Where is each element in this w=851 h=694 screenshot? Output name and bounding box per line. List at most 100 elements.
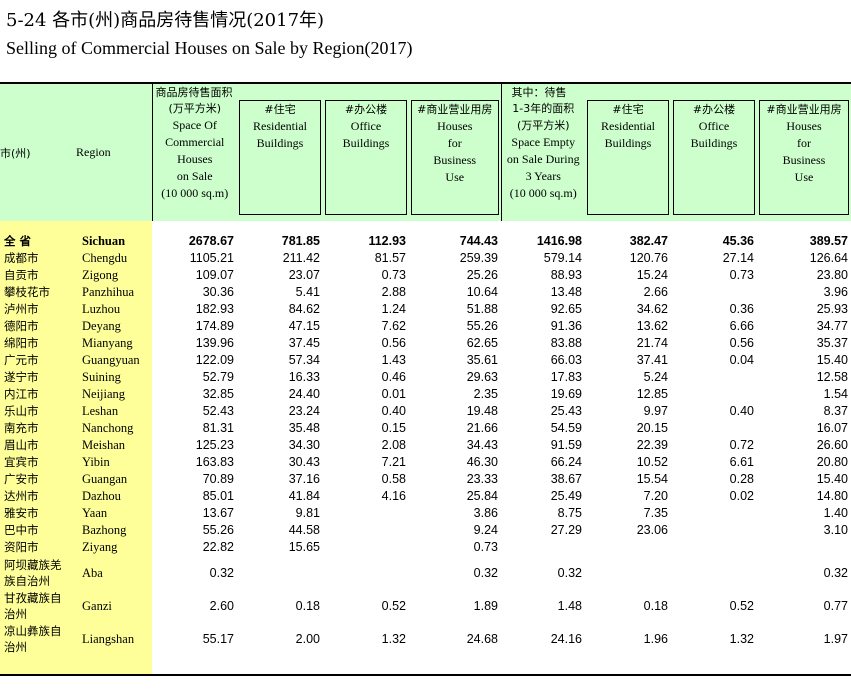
cell-city: 凉山彝族自治州	[0, 622, 76, 655]
header-label-box: #住宅 Residential Buildings	[239, 100, 321, 215]
table-row: 资阳市 Ziyang 22.82 15.65 0.73	[0, 539, 851, 556]
cell-city: 阿坝藏族羌族自治州	[0, 556, 76, 589]
table-row: 遂宁市 Suining 52.79 16.33 0.46 29.63 17.83 5.24 12…	[0, 369, 851, 386]
header-label-line: (万平方米)	[168, 102, 222, 115]
cell-region: Deyang	[76, 318, 152, 335]
cell-value: 24.16	[550, 631, 582, 646]
cell-value: 37.45	[288, 336, 320, 350]
cell-value: 66.24	[550, 455, 582, 469]
cell-value: 34.62	[636, 302, 668, 316]
cell-value: 27.14	[722, 251, 754, 265]
table-row: 泸州市 Luzhou 182.93 84.62 1.24 51.88 92.65 34.62 0…	[0, 301, 851, 318]
cell-value: 23.06	[636, 523, 668, 537]
header-label-line: Houses	[177, 152, 213, 166]
cell-value: 22.39	[636, 438, 668, 452]
cell-value: 22.82	[202, 540, 234, 554]
header-label-box: 1-3年的面积 (万平方米) Space Empty on Sale During 3 …	[502, 100, 586, 215]
cell-value: 0.36	[729, 302, 754, 316]
cell-value: 13.67	[202, 506, 234, 520]
header-label-line: Business	[782, 153, 826, 167]
cell-value: 0.73	[381, 268, 406, 282]
header-label-box: #办公楼 Office Buildings	[673, 100, 755, 215]
spacer-row	[0, 221, 851, 233]
cell-value: 1105.21	[189, 251, 234, 265]
cell-value: 3.86	[473, 506, 498, 520]
cell-region: Sichuan	[76, 233, 152, 250]
cell-value: 0.52	[381, 598, 406, 613]
cell-value: 2.08	[381, 438, 406, 452]
cell-value: 781.85	[281, 234, 320, 248]
header-label-box: #办公楼 Office Buildings	[325, 100, 407, 215]
cell-value: 88.93	[550, 268, 582, 282]
cell-value: 1.32	[381, 631, 406, 646]
cell-value: 14.80	[816, 489, 848, 503]
cell-value: 0.28	[729, 472, 754, 486]
table-row: 眉山市 Meishan 125.23 34.30 2.08 34.43 91.59 22.39…	[0, 437, 851, 454]
cell-city: 泸州市	[0, 301, 76, 318]
cell-value: 0.72	[729, 438, 754, 452]
header-col-business: #商业营业用房 Houses for Business Use	[409, 100, 501, 221]
cell-value: 0.40	[381, 404, 406, 418]
cell-value: 1.97	[823, 631, 848, 646]
cell-city: 巴中市	[0, 522, 76, 539]
cell-value: 55.26	[202, 523, 234, 537]
cell-value: 9.97	[643, 404, 668, 418]
cell-value: 15.40	[816, 353, 848, 367]
cell-value	[671, 420, 757, 437]
header-col-empty-office: #办公楼 Office Buildings	[671, 100, 757, 221]
cell-value: 0.77	[823, 598, 848, 613]
cell-value: 2.00	[295, 631, 320, 646]
cell-region: Neijiang	[76, 386, 152, 403]
cell-city: 眉山市	[0, 437, 76, 454]
cell-value: 26.60	[816, 438, 848, 452]
header-region: Region	[76, 83, 152, 221]
cell-value: 23.80	[816, 268, 848, 282]
cell-value: 120.76	[629, 251, 668, 265]
cell-value: 13.62	[636, 319, 668, 333]
header-label-line: Buildings	[690, 136, 738, 150]
cell-value: 17.83	[550, 370, 582, 384]
cell-value: 0.56	[381, 336, 406, 350]
cell-value: 126.64	[809, 251, 848, 265]
header-label-box: #商业营业用房 Houses for Business Use	[411, 100, 499, 215]
cell-value: 41.84	[288, 489, 320, 503]
cell-value: 57.34	[288, 353, 320, 367]
header-group-on-sale: 商品房待售面积	[151, 83, 501, 100]
cell-value	[585, 556, 671, 589]
cell-value: 25.84	[466, 489, 498, 503]
table-row: 巴中市 Bazhong 55.26 44.58 9.24 27.29 23.06 3.10	[0, 522, 851, 539]
cell-region: Chengdu	[76, 250, 152, 267]
cell-value: 139.96	[195, 336, 234, 350]
cell-value: 0.58	[381, 472, 406, 486]
cell-value: 45.36	[722, 234, 754, 248]
cell-value: 579.14	[543, 251, 582, 265]
cell-city: 全 省	[0, 233, 76, 250]
cell-region: Suining	[76, 369, 152, 386]
cell-value: 34.43	[466, 438, 498, 452]
cell-value: 1.32	[729, 631, 754, 646]
cell-value: 3.10	[823, 523, 848, 537]
cell-value: 744.43	[459, 234, 498, 248]
header-group-empty-3yr: 其中：待售	[500, 83, 851, 100]
cell-region: Yibin	[76, 454, 152, 471]
cell-value: 5.24	[643, 370, 668, 384]
cell-value: 1.96	[643, 631, 668, 646]
cell-value: 0.32	[557, 565, 582, 580]
header-col-office: #办公楼 Office Buildings	[323, 100, 409, 221]
cell-value	[671, 369, 757, 386]
cell-city: 攀枝花市	[0, 284, 76, 301]
cell-region: Meishan	[76, 437, 152, 454]
table-row: 自贡市 Zigong 109.07 23.07 0.73 25.26 88.93 15.24 0…	[0, 267, 851, 284]
cell-value: 91.36	[550, 319, 582, 333]
cell-region: Guangan	[76, 471, 152, 488]
header-label-line: Houses	[437, 119, 473, 133]
cell-city: 乐山市	[0, 403, 76, 420]
header-label-line: Residential	[601, 119, 655, 133]
cell-value: 25.93	[816, 302, 848, 316]
cell-value	[585, 539, 671, 556]
cell-value: 16.33	[288, 370, 320, 384]
header-label-line: for	[797, 136, 811, 150]
cell-value: 0.40	[729, 404, 754, 418]
cell-value: 34.30	[288, 438, 320, 452]
cell-region: Yaan	[76, 505, 152, 522]
